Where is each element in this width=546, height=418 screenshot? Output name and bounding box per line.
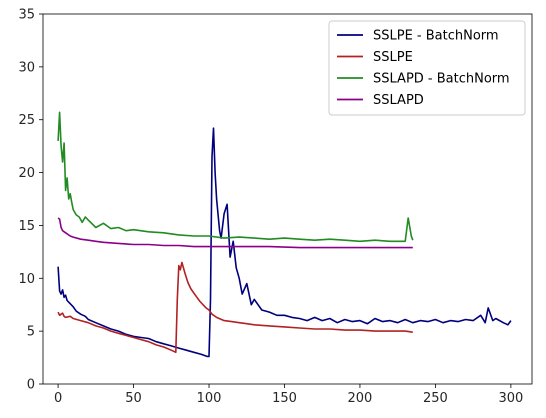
legend-label-4: SSLAPD xyxy=(373,93,424,108)
y-tick-label: 0 xyxy=(27,378,35,393)
y-tick-label: 30 xyxy=(18,60,35,75)
y-tick-label: 15 xyxy=(18,219,35,234)
legend: SSLPE - BatchNorm SSLPE SSLAPD - BatchNorm… xyxy=(328,20,526,116)
series-line-3 xyxy=(57,111,414,243)
axes-frame xyxy=(42,13,533,385)
x-tick-label: 50 xyxy=(125,391,142,406)
x-tick-label: 0 xyxy=(54,391,62,406)
series-line-1 xyxy=(57,127,512,358)
y-tick-label: 35 xyxy=(18,8,35,23)
y-tick-label: 10 xyxy=(18,272,35,287)
y-axis: 0 5 10 15 20 25 30 35 xyxy=(18,8,43,393)
x-axis: 0 50 100 150 200 250 300 xyxy=(54,384,523,406)
legend-label-2: SSLPE xyxy=(373,50,413,65)
series-line-4 xyxy=(57,217,413,249)
legend-box xyxy=(328,20,526,116)
y-tick-label: 5 xyxy=(27,325,35,340)
series-line-2 xyxy=(57,261,413,354)
series-lines xyxy=(57,111,512,358)
x-tick-label: 100 xyxy=(197,391,222,406)
x-tick-label: 300 xyxy=(498,391,523,406)
x-tick-label: 200 xyxy=(348,391,373,406)
legend-label-3: SSLAPD - BatchNorm xyxy=(373,72,510,87)
y-tick-label: 25 xyxy=(18,113,35,128)
legend-label-1: SSLPE - BatchNorm xyxy=(373,29,499,44)
x-tick-label: 250 xyxy=(423,391,448,406)
y-tick-label: 20 xyxy=(18,166,35,181)
x-tick-label: 150 xyxy=(272,391,297,406)
